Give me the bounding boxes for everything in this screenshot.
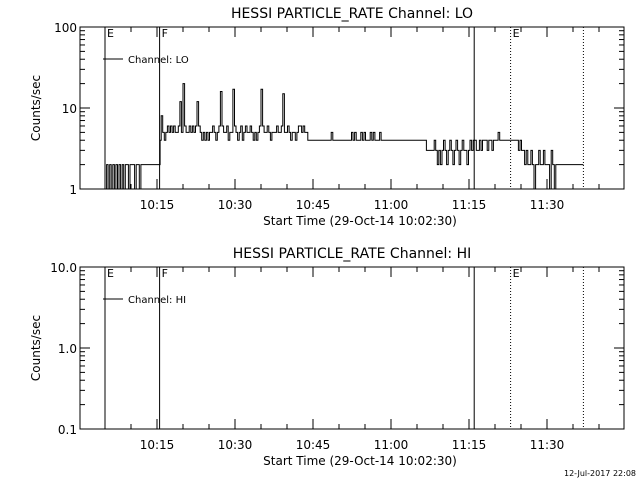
panel-1-title: HESSI PARTICLE_RATE Channel: LO: [231, 6, 473, 22]
panel-2-y-tick-label: 1.0: [58, 342, 77, 356]
panel-2-x-axis-label: Start Time (29-Oct-14 10:02:30): [263, 454, 457, 468]
panel-2-axes-frame: [79, 266, 625, 430]
panel-2-title: HESSI PARTICLE_RATE Channel: HI: [233, 246, 471, 262]
panel-1-x-tick-label: 10:30: [218, 198, 253, 212]
panel-1-marker-label: E: [513, 27, 520, 40]
panel-1-y-tick-label: 10: [62, 102, 77, 116]
panel-2-marker-label: E: [513, 267, 520, 280]
panel-1-x-axis-label: Start Time (29-Oct-14 10:02:30): [263, 214, 457, 228]
panel-1-x-tick-label: 11:15: [452, 198, 487, 212]
panel-2-x-tick-label: 10:30: [218, 438, 253, 452]
panel-2-x-tick-label: 11:00: [374, 438, 409, 452]
panel-2-x-tick-label: 10:45: [296, 438, 331, 452]
panel-1-x-tick-label: 11:00: [374, 198, 409, 212]
panel-2-y-tick-label: 10.0: [50, 261, 77, 275]
panel-2-y-tick-label: 0.1: [58, 423, 77, 437]
panel-1-x-tick-label: 10:45: [296, 198, 331, 212]
panel-1-marker-label: F: [162, 27, 168, 40]
panel-1-legend-label: Channel: LO: [128, 55, 189, 66]
panel-2-y-axis-label: Counts/sec: [29, 315, 43, 381]
panel-2-marker-label: F: [162, 267, 168, 280]
panel-2-x-tick-label: 10:15: [140, 438, 175, 452]
panel-2-x-tick-label: 11:15: [452, 438, 487, 452]
panel-1-y-axis-label: Counts/sec: [29, 75, 43, 141]
panel-1-x-tick-label: 10:15: [140, 198, 175, 212]
panel-1-marker-label: E: [107, 27, 114, 40]
panel-1-series-line: [105, 83, 584, 190]
panel-1-y-tick-label: 100: [54, 21, 77, 35]
panel-1-x-tick-label: 11:30: [530, 198, 565, 212]
panel-1-y-tick-label: 1: [69, 183, 77, 197]
panel-2-legend-label: Channel: HI: [128, 295, 186, 306]
panel-2-marker-label: E: [107, 267, 114, 280]
panel-2-x-tick-label: 11:30: [530, 438, 565, 452]
